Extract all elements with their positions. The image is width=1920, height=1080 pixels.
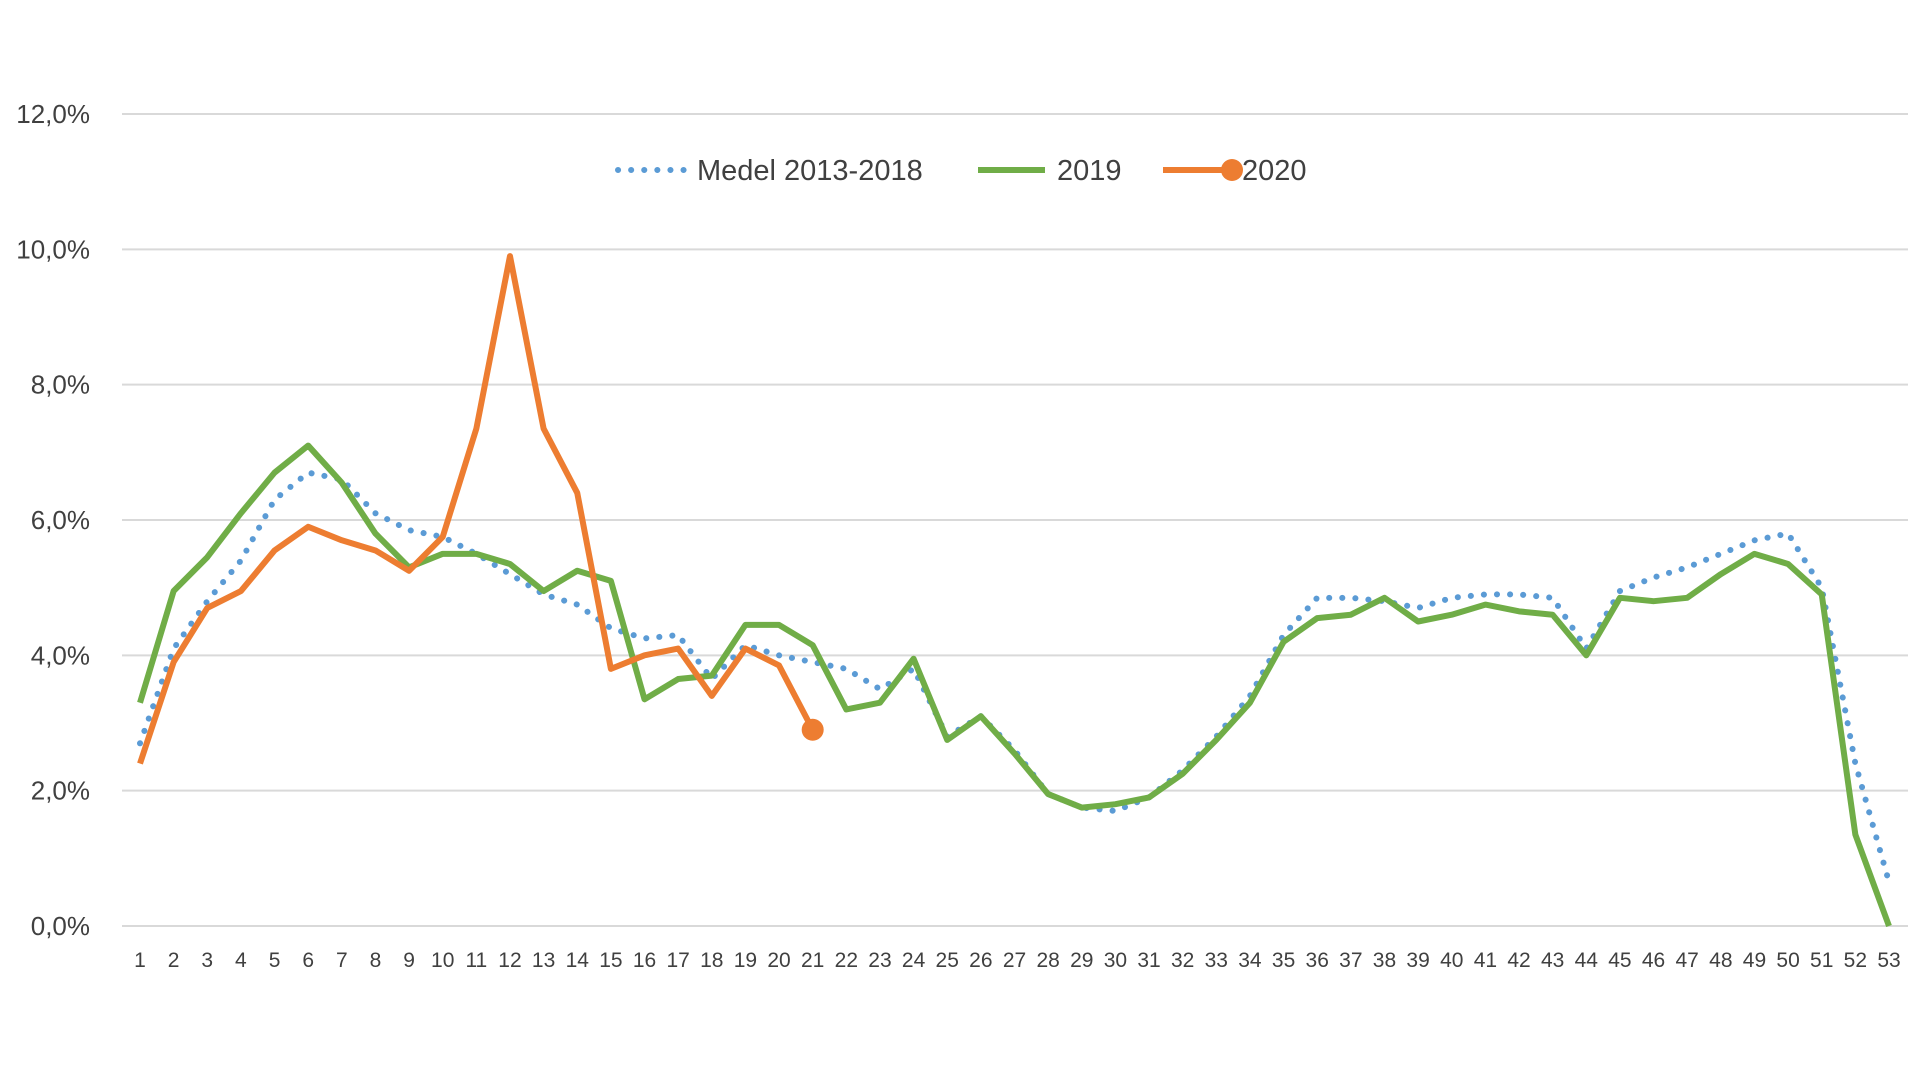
- x-axis-ticks: 1 2 3 4 5 6 7 8 9 10 11 12 13 14 15 16 17 18 19 20 21 22 23 24 2…: [134, 949, 1901, 972]
- x-tick-label: 41: [1474, 949, 1497, 972]
- x-tick-label: 50: [1776, 949, 1799, 972]
- legend-label: 2019: [1057, 155, 1122, 187]
- x-tick-label: 21: [801, 949, 824, 972]
- x-tick-label: 27: [1003, 949, 1026, 972]
- x-tick-label: 14: [566, 949, 590, 972]
- x-tick-label: 32: [1171, 949, 1194, 972]
- y-tick-label: 0,0%: [31, 911, 90, 941]
- x-tick-label: 30: [1104, 949, 1127, 972]
- x-tick-label: 52: [1844, 949, 1867, 972]
- x-tick-label: 9: [403, 949, 415, 972]
- series-lines: [137, 253, 1892, 928]
- y-tick-label: 4,0%: [31, 640, 90, 670]
- series-end-marker: [801, 718, 824, 741]
- x-tick-label: 6: [302, 949, 314, 972]
- x-tick-label: 22: [835, 949, 858, 972]
- x-tick-label: 7: [336, 949, 348, 972]
- x-tick-label: 53: [1877, 949, 1900, 972]
- x-tick-label: 2: [168, 949, 180, 972]
- x-tick-label: 15: [599, 949, 622, 972]
- x-tick-label: 13: [532, 949, 555, 972]
- x-tick-label: 10: [431, 949, 454, 972]
- x-tick-label: 49: [1743, 949, 1766, 972]
- x-tick-label: 17: [666, 949, 689, 972]
- x-tick-label: 51: [1810, 949, 1833, 972]
- x-tick-label: 3: [201, 949, 213, 972]
- x-tick-label: 26: [969, 949, 992, 972]
- x-tick-label: 12: [498, 949, 521, 972]
- x-tick-label: 43: [1541, 949, 1564, 972]
- x-tick-label: 1: [134, 949, 146, 972]
- y-tick-label: 6,0%: [31, 505, 90, 535]
- x-tick-label: 16: [633, 949, 656, 972]
- x-tick-label: 44: [1575, 949, 1599, 972]
- gridlines: [122, 113, 1908, 927]
- legend-marker: [1221, 159, 1243, 181]
- x-tick-label: 31: [1137, 949, 1160, 972]
- series-line-2019: [137, 442, 1892, 928]
- legend-label: 2020: [1242, 155, 1307, 187]
- x-tick-label: 35: [1272, 949, 1295, 972]
- y-tick-label: 8,0%: [31, 370, 90, 400]
- x-tick-label: 18: [700, 949, 723, 972]
- x-tick-label: 40: [1440, 949, 1463, 972]
- x-tick-label: 25: [936, 949, 959, 972]
- x-tick-label: 33: [1205, 949, 1228, 972]
- x-tick-label: 34: [1238, 949, 1262, 972]
- x-tick-label: 46: [1642, 949, 1665, 972]
- x-tick-label: 5: [269, 949, 281, 972]
- x-tick-label: 24: [902, 949, 926, 972]
- series-line-medel-2013-2018: [137, 469, 1892, 886]
- y-tick-label: 2,0%: [31, 776, 90, 806]
- x-tick-label: 19: [734, 949, 757, 972]
- legend: Medel 2013-2018 2019 2020: [615, 155, 1307, 187]
- y-tick-label: 12,0%: [16, 99, 90, 129]
- x-tick-label: 4: [235, 949, 247, 972]
- x-tick-label: 39: [1406, 949, 1429, 972]
- x-tick-label: 47: [1676, 949, 1699, 972]
- x-tick-label: 8: [370, 949, 382, 972]
- y-axis-ticks: 0,0% 2,0% 4,0% 6,0% 8,0% 10,0% 12,0%: [16, 99, 90, 941]
- x-tick-label: 11: [465, 949, 487, 972]
- x-tick-label: 23: [868, 949, 891, 972]
- x-tick-label: 36: [1306, 949, 1329, 972]
- x-tick-label: 45: [1608, 949, 1631, 972]
- x-tick-label: 38: [1373, 949, 1396, 972]
- y-tick-label: 10,0%: [16, 234, 90, 264]
- legend-label: Medel 2013-2018: [697, 155, 923, 187]
- x-tick-label: 48: [1709, 949, 1732, 972]
- x-tick-label: 29: [1070, 949, 1093, 972]
- x-tick-label: 20: [767, 949, 790, 972]
- x-tick-label: 42: [1507, 949, 1530, 972]
- series-line-2020: [137, 253, 816, 765]
- x-tick-label: 28: [1036, 949, 1059, 972]
- x-tick-label: 37: [1339, 949, 1362, 972]
